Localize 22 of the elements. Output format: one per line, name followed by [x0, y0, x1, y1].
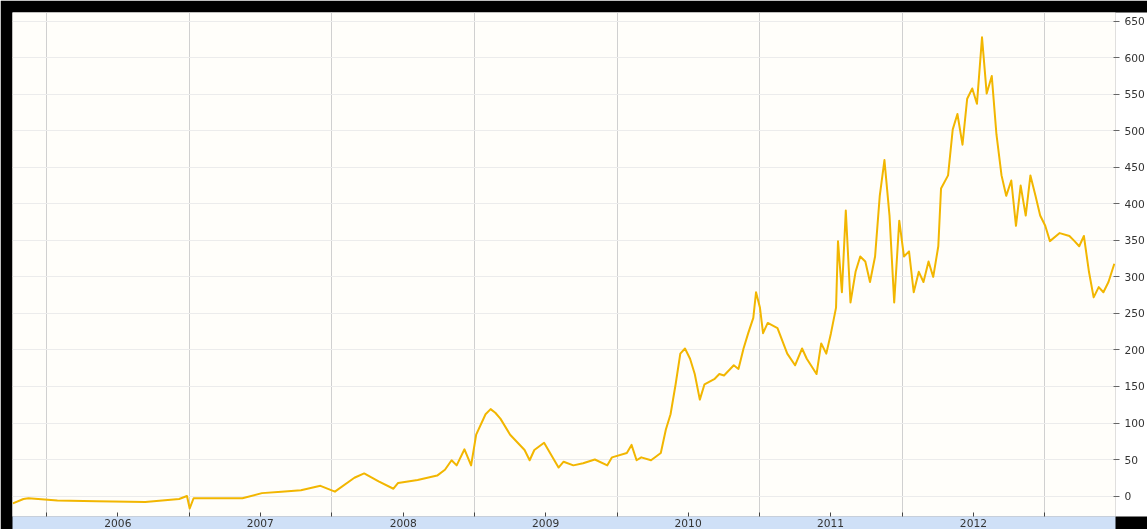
y-tick-label: 50: [1124, 453, 1139, 467]
y-tick-label: 100: [1124, 417, 1146, 430]
x-tick-label: 2006: [104, 516, 132, 529]
y-tick-label: 400: [1124, 197, 1146, 211]
y-tick-label: 500: [1124, 124, 1146, 138]
y-tick-label: 550: [1124, 88, 1146, 102]
y-tick-label: 350: [1124, 234, 1146, 248]
line-series: [12, 36, 1116, 510]
x-tick-label: 2008: [389, 516, 417, 529]
x-tick-label: 2009: [532, 516, 560, 529]
y-tick-label: 600: [1124, 51, 1146, 65]
y-tick-label: 250: [1124, 307, 1146, 321]
y-tick-label: 200: [1124, 343, 1146, 357]
x-tick-label: 2007: [246, 516, 274, 529]
x-tick-label: 2010: [674, 516, 702, 529]
x-tick-label: 2011: [817, 516, 845, 529]
y-tick-label: 450: [1124, 161, 1146, 175]
y-tick-label: 0: [1124, 490, 1132, 504]
y-tick-label: 300: [1124, 270, 1146, 284]
y-tick-label: 650: [1124, 15, 1146, 29]
x-tick-label: 2012: [959, 516, 987, 529]
y-tick-label: 150: [1124, 380, 1146, 394]
